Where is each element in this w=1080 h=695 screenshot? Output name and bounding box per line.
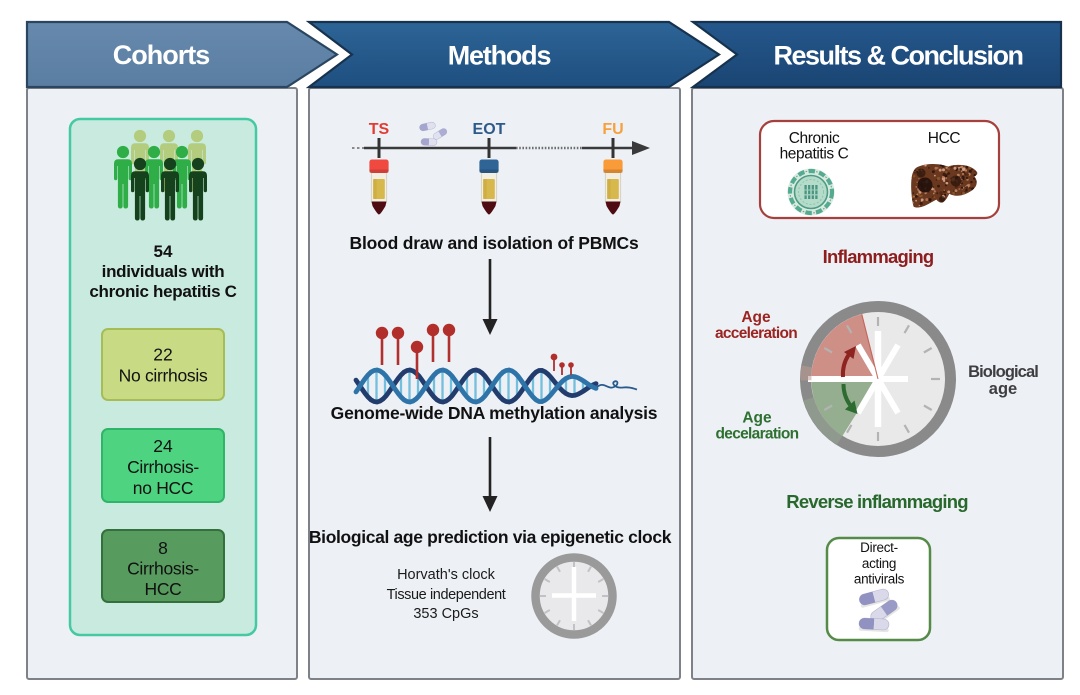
svg-text:Biological age prediction via: Biological age prediction via epigenetic… <box>309 527 672 547</box>
svg-text:Tissue independent: Tissue independent <box>387 587 506 603</box>
svg-text:Chronic: Chronic <box>789 130 840 147</box>
svg-text:Cohorts: Cohorts <box>113 40 210 70</box>
svg-text:individuals with: individuals with <box>102 262 225 281</box>
svg-text:Horvath's clock: Horvath's clock <box>397 567 496 583</box>
svg-text:decelaration: decelaration <box>716 426 799 443</box>
svg-text:54: 54 <box>154 242 173 261</box>
svg-text:acting: acting <box>862 556 896 571</box>
svg-text:Biological: Biological <box>968 363 1038 381</box>
svg-text:FU: FU <box>602 121 623 138</box>
svg-text:Cirrhosis-: Cirrhosis- <box>127 457 199 477</box>
svg-text:HCC: HCC <box>144 579 181 599</box>
svg-text:Age: Age <box>741 309 771 326</box>
svg-text:Methods: Methods <box>448 41 551 71</box>
svg-text:353 CpGs: 353 CpGs <box>413 606 478 622</box>
svg-text:hepatitis C: hepatitis C <box>780 146 849 163</box>
svg-text:8: 8 <box>158 538 168 558</box>
svg-text:antivirals: antivirals <box>854 572 905 587</box>
svg-text:Results & Conclusion: Results & Conclusion <box>773 41 1022 71</box>
svg-text:EOT: EOT <box>473 121 506 138</box>
svg-text:No cirrhosis: No cirrhosis <box>119 366 208 386</box>
svg-text:acceleration: acceleration <box>715 325 797 342</box>
svg-text:HCC: HCC <box>928 130 961 147</box>
svg-text:no HCC: no HCC <box>133 478 193 498</box>
svg-text:Age: Age <box>742 410 772 427</box>
svg-text:age: age <box>989 380 1017 398</box>
svg-text:Inflammaging: Inflammaging <box>823 246 934 267</box>
svg-text:Blood draw and isolation of PB: Blood draw and isolation of PBMCs <box>350 233 639 253</box>
svg-text:Cirrhosis-: Cirrhosis- <box>127 559 199 579</box>
svg-text:Direct-: Direct- <box>860 540 898 555</box>
svg-text:22: 22 <box>153 345 172 365</box>
svg-text:Reverse inflammaging: Reverse inflammaging <box>786 491 968 512</box>
svg-text:Genome-wide DNA methylation an: Genome-wide DNA methylation analysis <box>331 403 658 423</box>
svg-text:24: 24 <box>153 436 173 456</box>
svg-text:TS: TS <box>369 121 390 138</box>
svg-text:chronic hepatitis C: chronic hepatitis C <box>89 282 236 301</box>
